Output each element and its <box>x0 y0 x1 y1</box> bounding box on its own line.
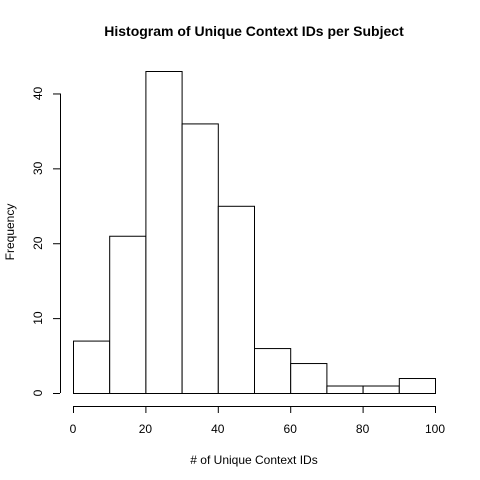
chart-title: Histogram of Unique Context IDs per Subj… <box>104 23 404 39</box>
histogram-bar-0 <box>73 340 111 394</box>
x-axis: 0 20 40 60 80 100 <box>70 406 445 436</box>
histogram-bar-8 <box>362 385 400 394</box>
histogram-bar-5 <box>254 348 292 394</box>
histogram-bar-9 <box>398 378 436 394</box>
bars-group <box>73 71 436 394</box>
histogram-bar-2 <box>145 71 183 394</box>
x-tick-label-0: 0 <box>70 422 77 436</box>
y-tick-label-1: 10 <box>31 311 45 325</box>
y-axis-label: Frequency <box>3 204 17 261</box>
y-tick-label-2: 20 <box>31 236 45 250</box>
y-tick-label-0: 0 <box>31 389 45 396</box>
x-axis-label: # of Unique Context IDs <box>190 453 317 467</box>
x-tick-label-4: 80 <box>356 422 370 436</box>
histogram-bar-7 <box>326 385 364 394</box>
histogram-bar-6 <box>290 363 328 394</box>
histogram-bar-3 <box>181 123 219 394</box>
histogram-bar-4 <box>217 205 256 394</box>
y-tick-label-3: 30 <box>31 161 45 175</box>
x-tick-label-1: 20 <box>139 422 153 436</box>
y-axis: 0 10 20 30 40 <box>31 86 61 396</box>
x-tick-label-5: 100 <box>425 422 445 436</box>
x-tick-label-3: 60 <box>284 422 298 436</box>
y-tick-label-4: 40 <box>31 86 45 100</box>
x-tick-label-2: 40 <box>211 422 225 436</box>
histogram-bar-1 <box>109 235 147 394</box>
